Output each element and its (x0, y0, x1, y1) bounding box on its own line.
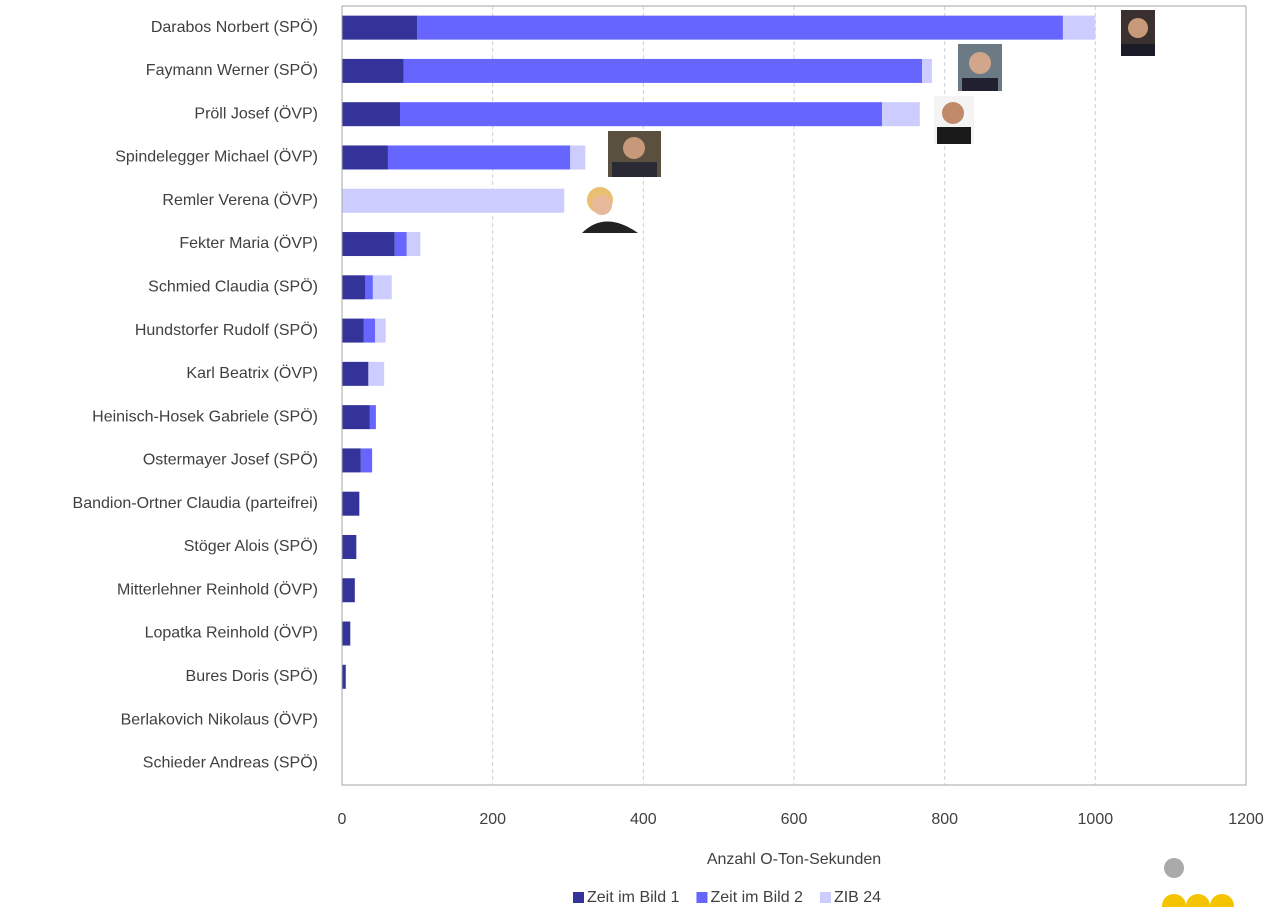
legend-label: ZIB 24 (834, 889, 881, 906)
bar (342, 361, 369, 386)
y-tick-label: Bandion-Ortner Claudia (parteifrei) (73, 495, 318, 512)
photo (958, 44, 1002, 91)
bar (363, 318, 376, 343)
bar (922, 58, 932, 83)
bar (342, 58, 404, 83)
x-tick-label: 200 (479, 811, 506, 828)
legend-label: Zeit im Bild 1 (587, 889, 680, 906)
logo (1162, 858, 1234, 907)
photo (582, 187, 638, 233)
bar (369, 405, 376, 430)
x-tick-label: 1200 (1228, 811, 1264, 828)
bar (342, 232, 395, 257)
bar (342, 318, 364, 343)
photos (582, 10, 1155, 233)
legend-swatch (573, 892, 584, 903)
y-tick-label: Spindelegger Michael (ÖVP) (115, 148, 318, 166)
photo (608, 131, 661, 177)
x-tick-label: 1000 (1078, 811, 1114, 828)
photo (1121, 10, 1155, 56)
bar (342, 578, 355, 603)
legend: Zeit im Bild 1 Zeit im Bild 2 ZIB 24 (573, 889, 881, 906)
bar (406, 232, 421, 257)
bar (342, 145, 388, 170)
bar (342, 405, 370, 430)
bar (882, 102, 920, 127)
y-tick-label: Faymann Werner (SPÖ) (146, 61, 318, 79)
bar (360, 448, 373, 473)
y-tick-label: Ostermayer Josef (SPÖ) (143, 451, 318, 469)
bar (1062, 15, 1096, 40)
bar (342, 275, 366, 300)
bar (387, 145, 571, 170)
y-tick-label: Schieder Andreas (SPÖ) (143, 754, 318, 772)
y-tick-label: Lopatka Reinhold (ÖVP) (145, 624, 318, 642)
bar (342, 664, 346, 689)
x-tick-label: 400 (630, 811, 657, 828)
y-tick-label: Pröll Josef (ÖVP) (194, 104, 318, 122)
plot: 0 200 400 600 800 1000 1200 Darabos Norbert (SP… (73, 5, 1264, 906)
bar (365, 275, 373, 300)
x-tick-label: 0 (338, 811, 347, 828)
y-tick-label: Mitterlehner Reinhold (ÖVP) (117, 580, 318, 598)
x-axis-title: Anzahl O-Ton-Sekunden (707, 851, 881, 868)
y-tick-label: Berlakovich Nikolaus (ÖVP) (121, 710, 318, 728)
y-tick-label: Heinisch-Hosek Gabriele (SPÖ) (92, 407, 318, 425)
bar (375, 318, 386, 343)
bar (342, 491, 360, 516)
legend-swatch (819, 892, 831, 903)
bar (342, 534, 357, 559)
y-tick-label: Remler Verena (ÖVP) (162, 191, 318, 209)
y-tick-label: Bures Doris (SPÖ) (186, 667, 318, 685)
bar (372, 275, 392, 300)
bar (342, 448, 361, 473)
y-tick-label: Karl Beatrix (ÖVP) (186, 364, 318, 382)
bar (342, 621, 351, 646)
legend-label: Zeit im Bild 2 (710, 889, 803, 906)
x-tick-label: 600 (781, 811, 808, 828)
photo (934, 96, 974, 144)
y-tick-label: Hundstorfer Rudolf (SPÖ) (135, 321, 318, 339)
x-tick-label: 800 (931, 811, 958, 828)
bar (570, 145, 586, 170)
y-tick-label: Fekter Maria (ÖVP) (179, 234, 318, 252)
bar (342, 102, 401, 127)
plot-border (341, 5, 1247, 786)
bar (342, 15, 418, 40)
bar (394, 232, 407, 257)
bar (342, 188, 565, 213)
bar (368, 361, 385, 386)
y-tick-label: Stöger Alois (SPÖ) (184, 537, 318, 555)
bar (403, 58, 923, 83)
y-tick-label: Darabos Norbert (SPÖ) (151, 18, 318, 36)
bar (400, 102, 883, 127)
y-tick-label: Schmied Claudia (SPÖ) (148, 278, 318, 296)
bar (417, 15, 1063, 40)
legend-swatch (696, 892, 708, 903)
